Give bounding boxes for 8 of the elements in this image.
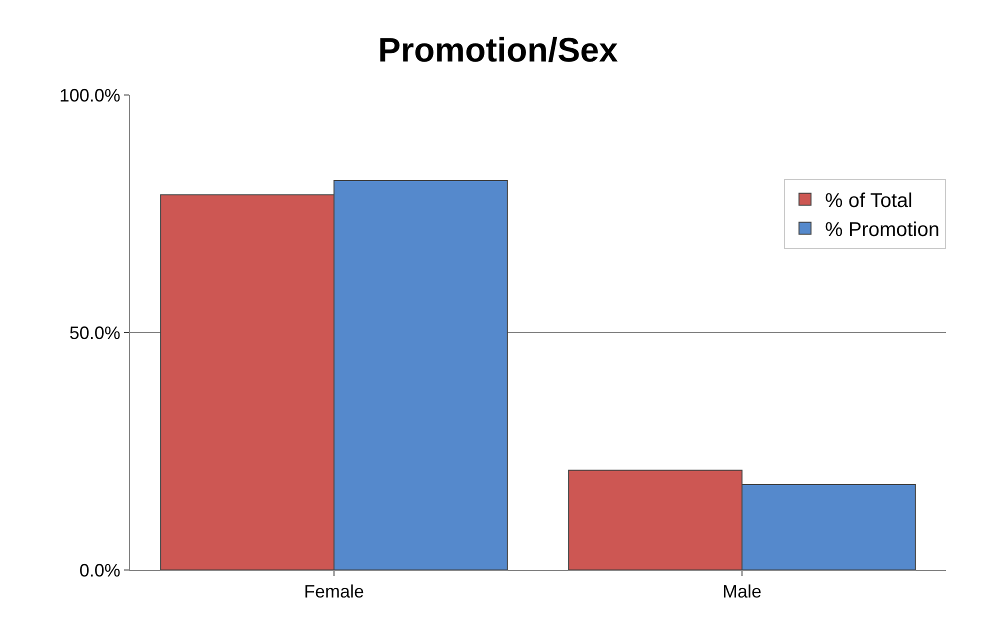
legend-label: % of Total [825, 190, 912, 212]
y-tick-label: 0.0% [79, 560, 120, 580]
chart-title: Promotion/Sex [378, 32, 618, 70]
y-tick-label: 50.0% [69, 322, 120, 343]
legend-label: % Promotion [825, 219, 940, 242]
x-tick-label: Male [722, 582, 762, 602]
y-tick-label: 100.0% [59, 85, 120, 106]
x-tick-label: Female [304, 582, 364, 602]
